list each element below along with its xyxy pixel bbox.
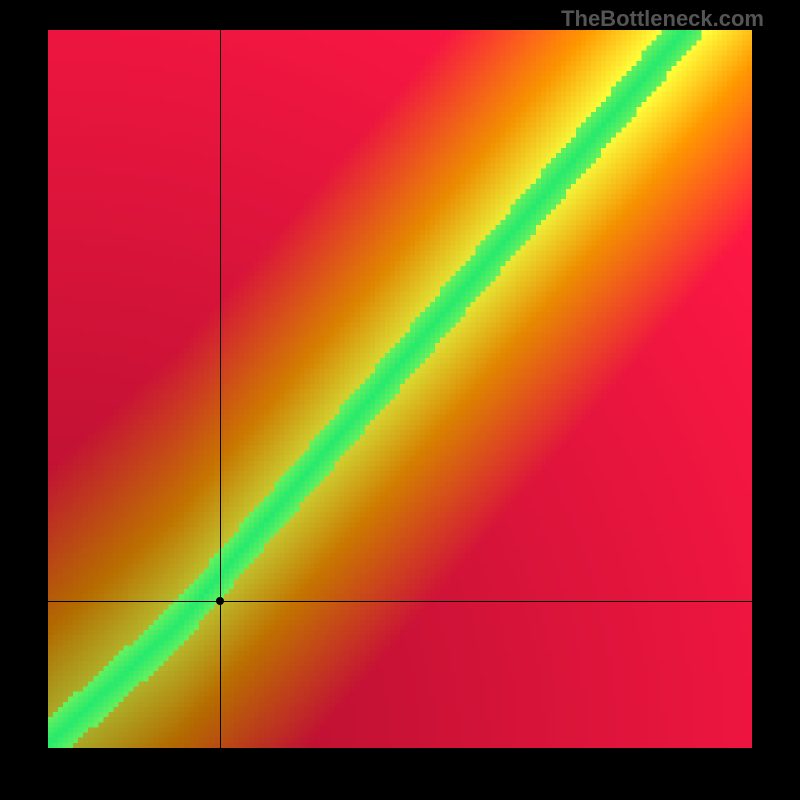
data-point-marker [216, 597, 224, 605]
crosshair-vertical [220, 30, 221, 748]
attribution-text: TheBottleneck.com [561, 6, 764, 32]
bottleneck-heatmap [48, 30, 752, 748]
crosshair-horizontal [48, 601, 752, 602]
plot-area [48, 30, 752, 748]
chart-container: TheBottleneck.com [0, 0, 800, 800]
